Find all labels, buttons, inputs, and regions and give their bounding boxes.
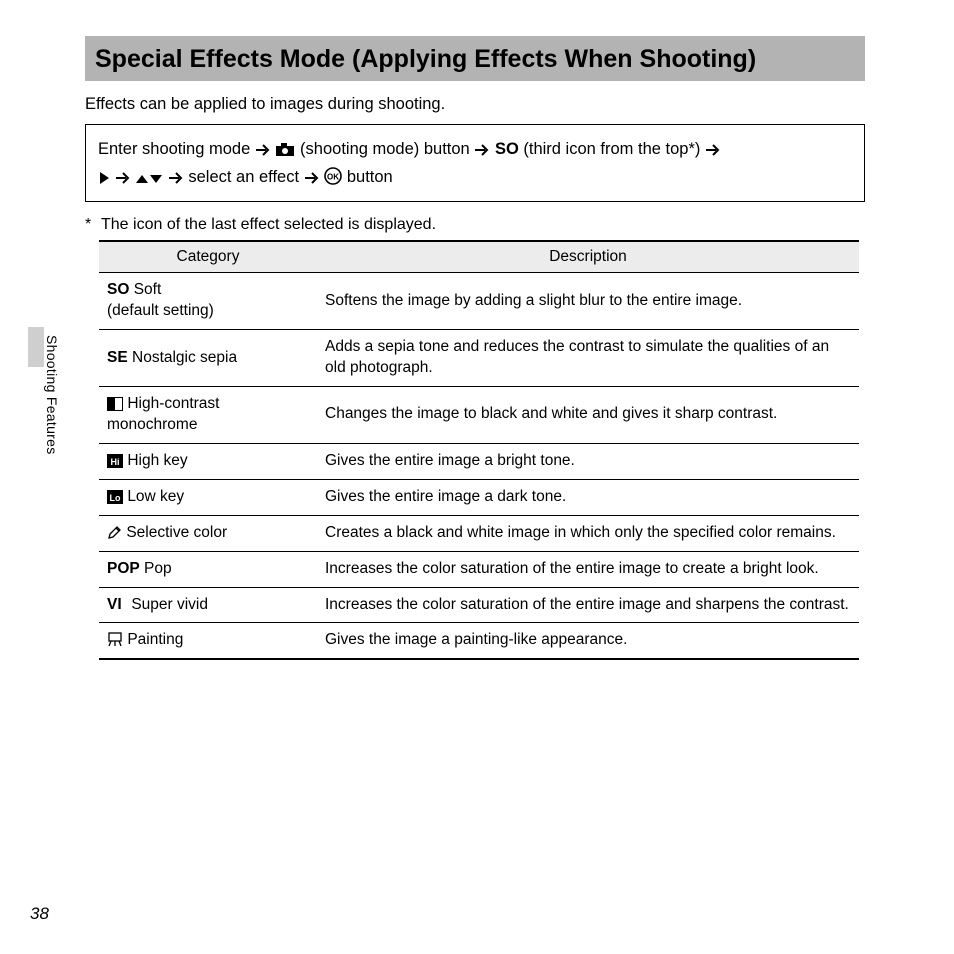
footnote: *The icon of the last effect selected is… xyxy=(85,216,865,234)
effect-name: Pop xyxy=(144,560,172,577)
section-side-label: Shooting Features xyxy=(44,335,60,455)
side-tab xyxy=(28,327,44,367)
category-cell: Lo Low key xyxy=(99,479,317,515)
col-description: Description xyxy=(317,241,859,273)
category-cell: SE Nostalgic sepia xyxy=(99,330,317,387)
effect-extra: (default setting) xyxy=(107,302,214,319)
description-cell: Creates a black and white image in which… xyxy=(317,515,859,551)
effect-glyph: VI xyxy=(107,595,127,616)
category-cell: VI Super vivid xyxy=(99,587,317,623)
svg-text:OK: OK xyxy=(327,173,339,182)
triangle-up-icon xyxy=(135,173,149,185)
table-row: POP PopIncreases the color saturation of… xyxy=(99,551,859,587)
footnote-text: The icon of the last effect selected is … xyxy=(101,216,436,233)
description-cell: Gives the entire image a dark tone. xyxy=(317,479,859,515)
category-cell: POP Pop xyxy=(99,551,317,587)
table-row: SO Soft (default setting) Softens the imag… xyxy=(99,273,859,330)
effect-glyph: SE xyxy=(107,348,128,369)
description-cell: Increases the color saturation of the en… xyxy=(317,551,859,587)
nav-shooting-mode-label: (shooting mode) button xyxy=(300,140,470,158)
description-cell: Increases the color saturation of the en… xyxy=(317,587,859,623)
arrow-right-icon xyxy=(304,171,320,185)
category-cell: Hi High key xyxy=(99,443,317,479)
effect-name: Painting xyxy=(127,631,183,648)
description-cell: Gives the image a painting-like appearan… xyxy=(317,623,859,659)
ok-button-icon: OK xyxy=(324,167,342,185)
nav-button-label: button xyxy=(347,168,393,186)
high-contrast-icon xyxy=(107,397,123,411)
effect-glyph: SO xyxy=(107,280,129,301)
description-cell: Changes the image to black and white and… xyxy=(317,387,859,444)
page-content: Special Effects Mode (Applying Effects W… xyxy=(85,36,865,660)
arrow-right-icon xyxy=(705,143,721,157)
category-cell: SO Soft (default setting) xyxy=(99,273,317,330)
nav-prefix: Enter shooting mode xyxy=(98,140,250,158)
page-title: Special Effects Mode (Applying Effects W… xyxy=(85,36,865,81)
page-number: 38 xyxy=(30,904,49,924)
arrow-right-icon xyxy=(255,143,271,157)
effect-name: Nostalgic sepia xyxy=(132,349,237,366)
table-row: SE Nostalgic sepiaAdds a sepia tone and … xyxy=(99,330,859,387)
effects-table: Category Description SO Soft (default set… xyxy=(99,240,859,660)
category-cell: High-contrast monochrome xyxy=(99,387,317,444)
effect-name: Soft xyxy=(134,281,162,298)
arrow-right-icon xyxy=(474,143,490,157)
effect-name: Low key xyxy=(127,488,184,505)
table-row: High-contrast monochrome Changes the imag… xyxy=(99,387,859,444)
effect-name: High-contrast monochrome xyxy=(107,395,220,433)
table-row: Selective color Creates a black and white… xyxy=(99,515,859,551)
effect-name: High key xyxy=(127,452,187,469)
high-key-icon: Hi xyxy=(107,454,123,468)
so-glyph: SO xyxy=(495,140,519,158)
low-key-icon: Lo xyxy=(107,490,123,504)
arrow-right-icon xyxy=(115,171,131,185)
easel-icon xyxy=(107,631,123,647)
table-row: VI Super vividIncreases the color satura… xyxy=(99,587,859,623)
table-row: Lo Low keyGives the entire image a dark … xyxy=(99,479,859,515)
svg-text:Lo: Lo xyxy=(110,493,121,503)
category-cell: Selective color xyxy=(99,515,317,551)
description-cell: Softens the image by adding a slight blu… xyxy=(317,273,859,330)
nav-third-icon-label: (third icon from the top*) xyxy=(523,140,700,158)
col-category: Category xyxy=(99,241,317,273)
camera-icon xyxy=(275,142,295,157)
triangle-right-icon xyxy=(98,171,110,185)
arrow-right-icon xyxy=(168,171,184,185)
description-cell: Adds a sepia tone and reduces the contra… xyxy=(317,330,859,387)
triangle-down-icon xyxy=(149,173,163,185)
svg-text:Hi: Hi xyxy=(111,457,120,467)
effect-glyph: POP xyxy=(107,559,140,580)
nav-select-effect: select an effect xyxy=(188,168,299,186)
pencil-icon xyxy=(107,525,122,540)
table-row: Painting Gives the image a painting-like … xyxy=(99,623,859,659)
category-cell: Painting xyxy=(99,623,317,659)
description-cell: Gives the entire image a bright tone. xyxy=(317,443,859,479)
navigation-steps-box: Enter shooting mode (shooting mode) butt… xyxy=(85,124,865,202)
table-row: Hi High keyGives the entire image a brig… xyxy=(99,443,859,479)
intro-text: Effects can be applied to images during … xyxy=(85,95,865,114)
effect-name: Selective color xyxy=(126,524,227,541)
effect-name: Super vivid xyxy=(131,596,208,613)
